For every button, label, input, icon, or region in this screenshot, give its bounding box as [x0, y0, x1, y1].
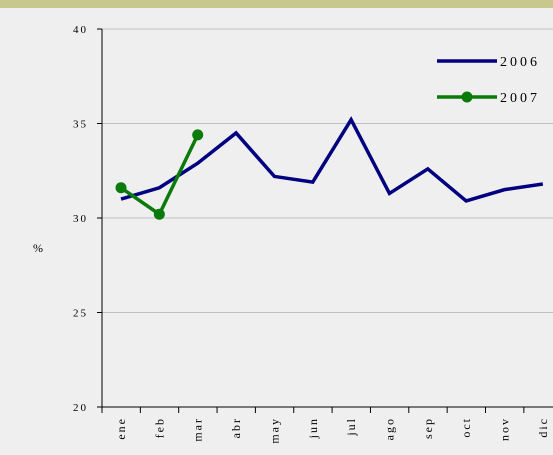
x-tick-label: jun — [306, 417, 320, 439]
x-tick-label: mar — [191, 417, 205, 442]
y-tick-label: 40 — [73, 24, 88, 36]
x-tick-label: may — [267, 417, 281, 444]
series-lines — [115, 116, 544, 220]
x-tick-label: ago — [382, 417, 396, 440]
x-tick-label: ene — [114, 417, 128, 440]
legend-marker-2007 — [461, 91, 473, 103]
data-point-2007 — [153, 208, 165, 220]
x-tick-label: oct — [459, 417, 473, 438]
series-line-2007 — [120, 134, 200, 217]
data-point-2007 — [192, 129, 204, 141]
x-tick-labels: ene feb mar abr may jun jul ago sep oct nov dic — [101, 407, 550, 444]
legend: 2006 2007 — [437, 55, 540, 106]
grid-lines — [102, 28, 553, 313]
y-axis-label: % — [33, 241, 43, 255]
y-tick-labels: 20 25 30 35 40 — [73, 24, 102, 414]
x-tick-label: feb — [152, 417, 166, 438]
top-band — [0, 0, 553, 8]
x-tick-label: sep — [421, 417, 435, 439]
y-tick-label: 20 — [73, 402, 88, 414]
legend-label-2006: 2006 — [500, 55, 540, 70]
y-tick-label: 35 — [73, 119, 88, 131]
data-point-2007 — [115, 182, 127, 194]
x-tick-label: abr — [229, 417, 243, 438]
x-tick-label: nov — [498, 417, 512, 441]
y-tick-label: 30 — [73, 213, 88, 225]
series-line-2006 — [120, 116, 544, 203]
x-tick-label: jul — [344, 417, 358, 437]
x-tick-label: dic — [536, 417, 550, 438]
y-tick-label: 25 — [73, 308, 88, 320]
legend-label-2007: 2007 — [500, 91, 540, 106]
